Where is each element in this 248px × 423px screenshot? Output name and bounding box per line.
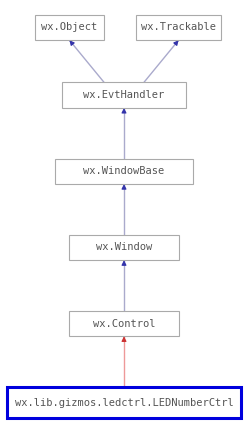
Text: wx.Window: wx.Window — [96, 242, 152, 253]
Text: wx.EvtHandler: wx.EvtHandler — [83, 90, 165, 100]
Bar — [69, 311, 179, 336]
Text: wx.Trackable: wx.Trackable — [141, 22, 216, 33]
Text: wx.Control: wx.Control — [93, 319, 155, 329]
Bar — [35, 15, 104, 40]
Bar — [55, 159, 193, 184]
Text: wx.Object: wx.Object — [41, 22, 97, 33]
Text: wx.WindowBase: wx.WindowBase — [83, 166, 165, 176]
Bar — [69, 235, 179, 260]
Bar — [62, 82, 186, 108]
Bar — [136, 15, 221, 40]
Text: wx.lib.gizmos.ledctrl.LEDNumberCtrl: wx.lib.gizmos.ledctrl.LEDNumberCtrl — [15, 398, 233, 408]
Bar — [7, 387, 241, 418]
